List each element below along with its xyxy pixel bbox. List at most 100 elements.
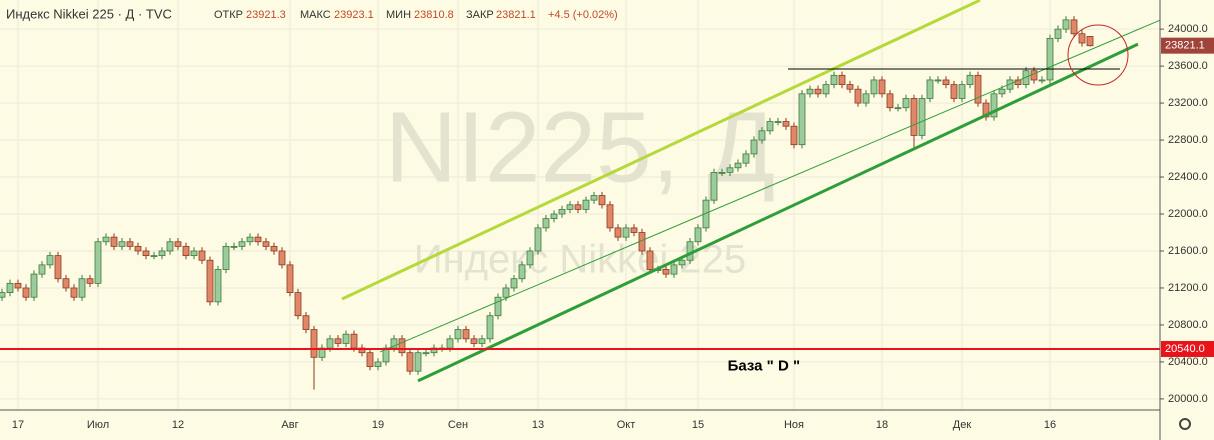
x-tick-label: 16 [1044,419,1056,431]
candle-body [646,250,654,270]
candle-body [518,264,526,280]
candle-body [582,199,590,210]
candle-body [86,278,94,284]
candle-body [230,245,238,248]
candle-body [6,282,14,293]
candle-body [918,98,926,136]
candle-body [294,292,302,317]
candle-body [46,255,54,266]
candle-body [798,93,806,146]
x-tick-label: 12 [172,419,184,431]
y-tick-label: 24000.0 [1168,23,1208,35]
candle-body [166,241,174,252]
candle-body [870,79,878,95]
candle-body [982,102,990,118]
candle-body [486,315,494,340]
candle-body [590,195,598,201]
header-label: ОТКР [214,9,243,21]
candle-body [326,338,334,349]
candle-body [102,236,110,243]
candle-body [206,259,214,303]
candle-body [422,352,430,355]
candle-body [126,241,134,247]
candle-body [966,74,974,85]
candle-body [862,93,870,104]
x-tick-label: Окт [617,419,636,431]
candle-body [30,273,38,298]
candle-body [174,241,182,247]
grid [0,0,1164,410]
price-label-box [1161,37,1214,54]
header-value: 23810.8 [414,9,454,21]
candle-body [158,250,166,257]
candle-body [846,84,854,90]
x-tick-label: 13 [532,419,544,431]
candle-body [1078,33,1086,44]
candle-body [838,74,846,85]
candle-body [262,241,270,247]
candle-body [182,245,190,257]
y-tick-label: 23600.0 [1168,60,1208,72]
candle-body [734,162,742,169]
candle-body [1006,79,1014,90]
candle-body [1046,37,1054,81]
candle-body [758,130,766,141]
candle-body [22,287,30,298]
candle-body [974,74,982,104]
candle-body [310,329,318,358]
candle-body [270,245,278,252]
settings-icon[interactable] [1179,418,1191,430]
candle-body [814,88,822,95]
x-tick-label: 18 [876,419,888,431]
candle-body [494,296,502,317]
trend-line [417,42,1139,383]
candle-body [806,88,814,95]
candle-body [1070,19,1078,35]
candle-body [350,333,358,349]
candle-body [942,79,950,85]
watermark-name: Индекс Nikkei 225 [414,238,746,282]
header-label: МИН [386,9,411,21]
settings-icon[interactable] [1179,418,1191,430]
last-price-label: 23821.1 [1165,40,1205,52]
candle-body [550,213,558,220]
trend-line [341,0,981,301]
candle-body [222,245,230,270]
candle-body [670,264,678,275]
price-label-box [1161,340,1214,357]
price-axis [1160,0,1214,440]
x-tick-label: Дек [953,419,972,431]
x-tick-label: Сен [448,419,468,431]
candle-body [446,338,454,349]
legend-header: Индекс Nikkei 225 · Д · TVC ОТКР 23921.3… [6,6,618,21]
candle-body [406,352,414,372]
candle-body [1038,79,1046,82]
header-value: 23923.1 [334,9,374,21]
candle-body [142,250,150,257]
candle-body [766,121,774,132]
candle-body [150,255,158,258]
header-value: 23921.3 [246,9,286,21]
header-label: ЗАКР [466,9,494,21]
candle-body [414,352,422,372]
candle-body [782,121,790,127]
candle-body [0,292,6,298]
time-axis [0,410,1160,440]
candle-body [606,204,614,229]
candle-body [342,333,350,344]
candle-body [302,315,310,330]
candle-body [94,241,102,284]
y-tick-label: 22400.0 [1168,171,1208,183]
candle-body [686,241,694,261]
candle-body [38,264,46,275]
candle-body [278,250,286,266]
candle-body [62,278,70,289]
candle-body [830,74,838,85]
candle-body [254,236,262,243]
candle-body [534,227,542,252]
x-tick-label: Ноя [784,419,804,431]
y-tick-label: 22000.0 [1168,208,1208,220]
candle-body [526,250,534,266]
candle-body [214,269,222,303]
